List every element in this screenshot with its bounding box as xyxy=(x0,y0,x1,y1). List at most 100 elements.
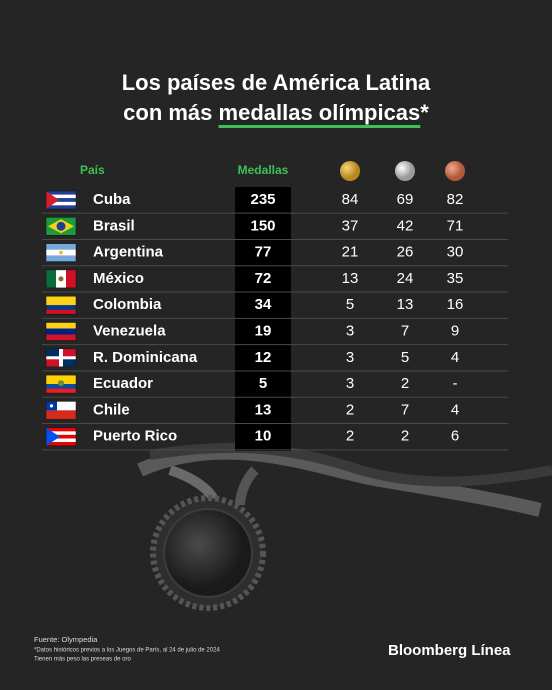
flag-part xyxy=(46,434,76,439)
flag-part xyxy=(46,305,76,310)
title-part: con más xyxy=(123,100,218,125)
flag-part xyxy=(46,348,59,357)
flag-part xyxy=(46,322,76,329)
flag xyxy=(45,269,77,289)
flag-part xyxy=(59,250,63,255)
total: 150 xyxy=(250,217,275,234)
medal-count: 21 xyxy=(342,244,359,261)
flag-border xyxy=(45,401,77,420)
column-header: País xyxy=(80,163,105,177)
medal-count: - xyxy=(453,375,458,392)
bronze-icon xyxy=(445,161,465,181)
flag-part xyxy=(46,328,76,335)
country: Chile xyxy=(93,401,130,418)
medal-count: 42 xyxy=(397,217,414,234)
flag-part xyxy=(66,269,76,288)
medal-count: 3 xyxy=(346,349,354,366)
flag-part xyxy=(46,309,76,315)
flag-part xyxy=(46,442,76,446)
flag-border xyxy=(45,243,77,262)
note: Tienen más peso las preseas de oro xyxy=(34,657,131,663)
brand: Bloomberg Línea xyxy=(388,642,511,659)
title-highlight: medallas olímpicas xyxy=(219,100,421,125)
flag-part xyxy=(46,201,76,206)
flag xyxy=(45,217,77,236)
title-part: * xyxy=(420,100,429,125)
medal-count: 3 xyxy=(346,375,354,392)
country: Colombia xyxy=(93,296,162,313)
medal-count: 5 xyxy=(401,349,409,366)
medal xyxy=(163,508,253,598)
flag-part xyxy=(46,243,76,250)
flag-part xyxy=(56,221,66,231)
note: *Datos históricos previos a los Juegos d… xyxy=(34,648,220,654)
medal-count: 2 xyxy=(346,401,354,418)
country: México xyxy=(93,270,144,287)
total: 13 xyxy=(255,401,272,418)
total: 34 xyxy=(255,296,272,313)
medal-count: 69 xyxy=(397,191,414,208)
medal-count: 37 xyxy=(342,217,359,234)
medal-count: 2 xyxy=(401,375,409,392)
total: 12 xyxy=(255,349,272,366)
flag-part xyxy=(46,427,60,446)
medal-count: 13 xyxy=(397,296,414,313)
flag xyxy=(45,322,77,341)
medal-count: 84 xyxy=(342,191,359,208)
gold-icon xyxy=(340,161,360,181)
medal-count: 4 xyxy=(451,349,459,366)
total: 5 xyxy=(259,375,267,392)
country: Puerto Rico xyxy=(93,428,177,445)
country: Brasil xyxy=(93,217,135,234)
ribbon xyxy=(149,442,552,487)
flag xyxy=(45,374,77,394)
flag-part xyxy=(46,194,76,199)
medal-count: 71 xyxy=(447,217,464,234)
total: 72 xyxy=(255,270,272,287)
flag-border xyxy=(45,348,77,368)
flag-part xyxy=(58,276,64,282)
medal-count: 7 xyxy=(401,401,409,418)
total: 10 xyxy=(255,428,272,445)
flag-part xyxy=(63,348,76,357)
medal-count: 9 xyxy=(451,322,459,339)
flag-border xyxy=(45,217,77,236)
flag-part xyxy=(46,198,76,202)
flag-part xyxy=(46,375,76,385)
medal-count: 13 xyxy=(342,270,359,287)
medal-count: 2 xyxy=(401,428,409,445)
flag xyxy=(45,401,77,420)
source: Fuente: Olympedia xyxy=(34,635,98,644)
medal-count: 5 xyxy=(346,296,354,313)
medal-count: 82 xyxy=(447,191,464,208)
flag-border xyxy=(45,427,77,446)
flag-part xyxy=(46,438,76,443)
flag-part xyxy=(46,359,59,367)
flag-part xyxy=(46,427,76,432)
medal-count: 3 xyxy=(346,322,354,339)
flag-part xyxy=(46,334,76,341)
total: 19 xyxy=(255,322,272,339)
flag-part xyxy=(63,359,76,367)
country: Cuba xyxy=(93,191,131,208)
title-underline xyxy=(218,125,421,128)
flag-part xyxy=(46,269,56,288)
flag-part xyxy=(49,404,54,408)
flag-part xyxy=(46,255,76,262)
flag-part xyxy=(46,191,76,195)
medal-count: 30 xyxy=(447,244,464,261)
flag-part xyxy=(46,388,76,394)
flag-border xyxy=(45,374,77,394)
country: Ecuador xyxy=(93,375,153,392)
country: Venezuela xyxy=(93,322,166,339)
column-header: Medallas xyxy=(238,163,289,177)
medal-count: 16 xyxy=(447,296,464,313)
flag-part xyxy=(58,380,64,387)
flag-border xyxy=(45,322,77,341)
title: con más medallas olímpicas* xyxy=(123,100,429,125)
flag xyxy=(45,427,77,446)
flag-border xyxy=(45,295,77,315)
flag xyxy=(45,295,77,315)
flag xyxy=(45,190,77,210)
